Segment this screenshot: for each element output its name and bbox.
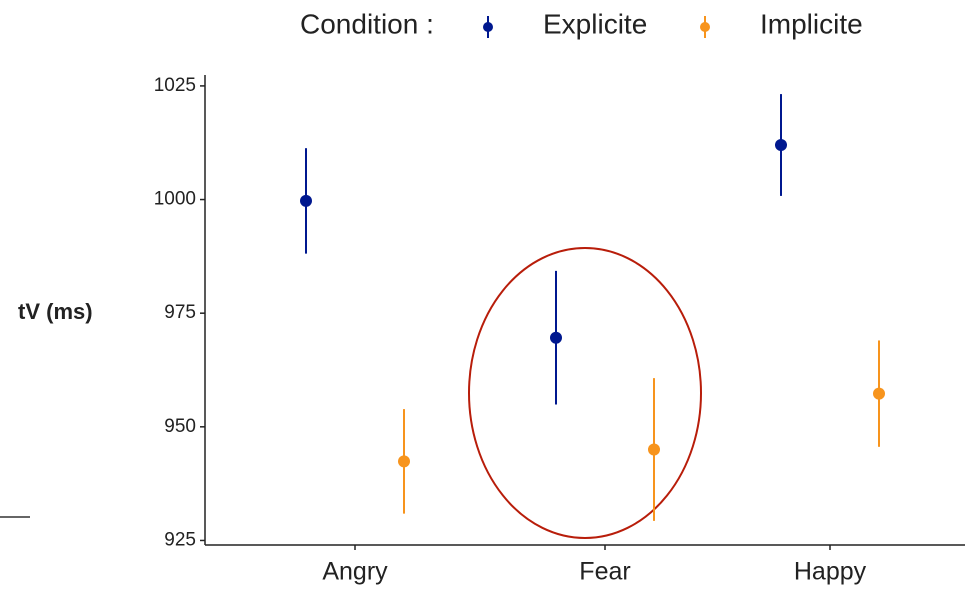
x-tick-label: Happy [794,558,867,586]
point [873,387,885,400]
legend-label: Implicite [760,8,863,39]
y-tick-label: 975 [164,302,196,323]
point [775,139,787,151]
y-tick-label: 950 [164,416,196,437]
point [648,443,660,456]
legend-label: Explicite [543,8,647,39]
y-tick-label: 925 [164,529,196,550]
y-axis-label: tV (ms) [18,299,93,324]
y-tick-label: 1025 [154,75,196,96]
point [550,331,562,344]
point [398,455,410,468]
y-tick-label: 1000 [154,189,196,210]
legend-marker [483,22,493,32]
x-tick-label: Fear [579,558,630,586]
highlight-ellipse [468,247,702,539]
point [300,194,312,207]
legend-title: Condition : [300,8,434,39]
x-tick-label: Angry [322,558,388,586]
legend-marker [700,22,710,32]
